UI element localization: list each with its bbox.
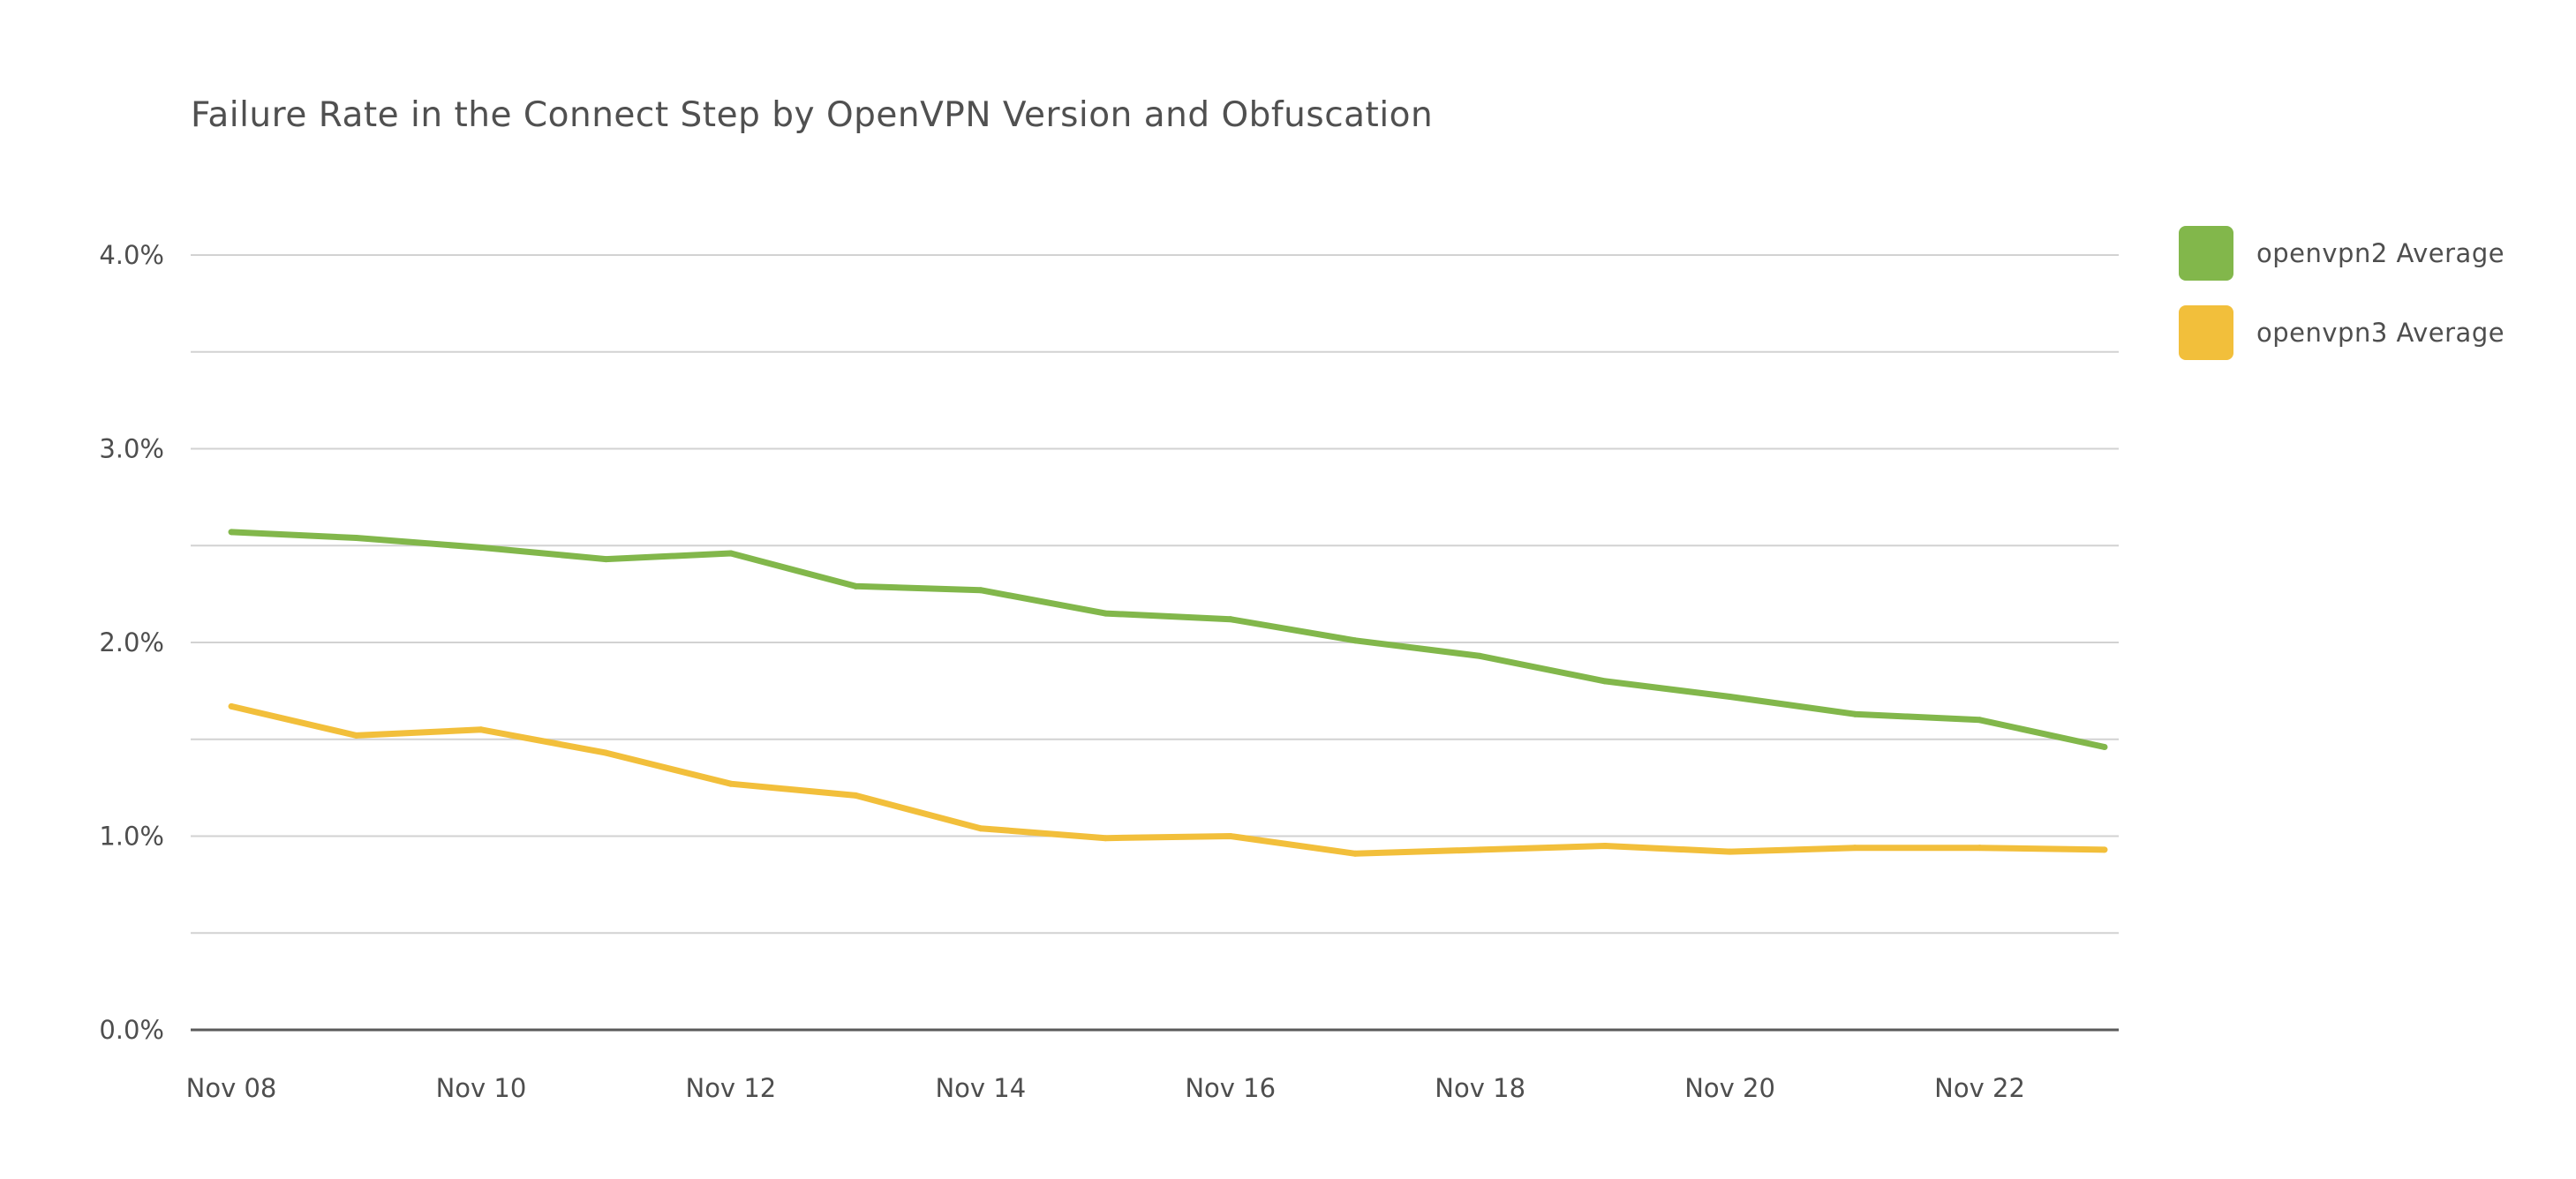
data-point (1102, 835, 1109, 842)
legend-swatch-openvpn3 (2179, 305, 2233, 360)
y-tick-label: 0.0% (99, 1015, 164, 1045)
data-point (1977, 845, 1984, 852)
x-axis-tick-labels: Nov 08 Nov 10 Nov 12 Nov 14 Nov 16 Nov 18 Nov … (186, 1073, 2025, 1103)
x-tick-label: Nov 20 (1684, 1073, 1775, 1103)
data-point (2101, 744, 2108, 751)
data-point (1227, 616, 1234, 623)
x-tick-label: Nov 14 (935, 1073, 1026, 1103)
y-tick-label: 1.0% (99, 822, 164, 852)
data-point (1601, 678, 1608, 685)
data-point (1477, 652, 1484, 659)
x-tick-label: Nov 16 (1185, 1073, 1276, 1103)
data-point (1601, 842, 1608, 849)
data-point (1352, 637, 1359, 644)
series-line-openvpn3 (230, 702, 2105, 857)
data-point (977, 587, 984, 594)
legend-label-openvpn3: openvpn3 Average (2256, 318, 2505, 348)
x-tick-label: Nov 08 (186, 1073, 277, 1103)
data-point (1851, 845, 1858, 852)
data-point (1727, 693, 1734, 700)
series-lines (228, 529, 2108, 857)
x-tick-label: Nov 18 (1435, 1073, 1525, 1103)
data-point (727, 780, 734, 787)
data-point (2101, 846, 2108, 853)
data-point (1977, 717, 1984, 724)
data-point (1227, 833, 1234, 839)
legend-label-openvpn2: openvpn2 Average (2256, 238, 2505, 268)
y-tick-label: 4.0% (99, 240, 164, 270)
gridlines (191, 254, 2119, 935)
data-point (852, 582, 859, 590)
data-point (228, 529, 235, 536)
data-point (478, 544, 485, 551)
y-tick-label: 3.0% (99, 434, 164, 464)
data-point (1352, 850, 1359, 857)
legend-item-openvpn2[interactable]: openvpn2 Average (2179, 226, 2504, 281)
x-tick-label: Nov 22 (1934, 1073, 2025, 1103)
legend-swatch-openvpn2 (2179, 226, 2233, 281)
data-point (602, 749, 609, 756)
data-point (977, 825, 984, 832)
y-axis-tick-labels: 0.0% 1.0% 2.0% 3.0% 4.0% (99, 240, 164, 1045)
legend-item-openvpn3[interactable]: openvpn3 Average (2179, 305, 2504, 360)
x-tick-label: Nov 10 (436, 1073, 527, 1103)
data-point (228, 702, 235, 710)
x-tick-label: Nov 12 (686, 1073, 777, 1103)
data-point (1851, 710, 1858, 717)
chart-title: Failure Rate in the Connect Step by Open… (191, 95, 1434, 135)
data-point (1727, 848, 1734, 855)
series-line-openvpn2 (230, 529, 2105, 750)
data-point (852, 792, 859, 799)
legend: openvpn2 Average openvpn3 Average (2179, 226, 2504, 385)
data-point (352, 534, 359, 541)
data-point (602, 556, 609, 563)
data-point (1477, 846, 1484, 853)
data-point (478, 726, 485, 733)
data-point (727, 550, 734, 557)
data-point (352, 732, 359, 739)
data-point (1102, 610, 1109, 617)
y-tick-label: 2.0% (99, 627, 164, 657)
